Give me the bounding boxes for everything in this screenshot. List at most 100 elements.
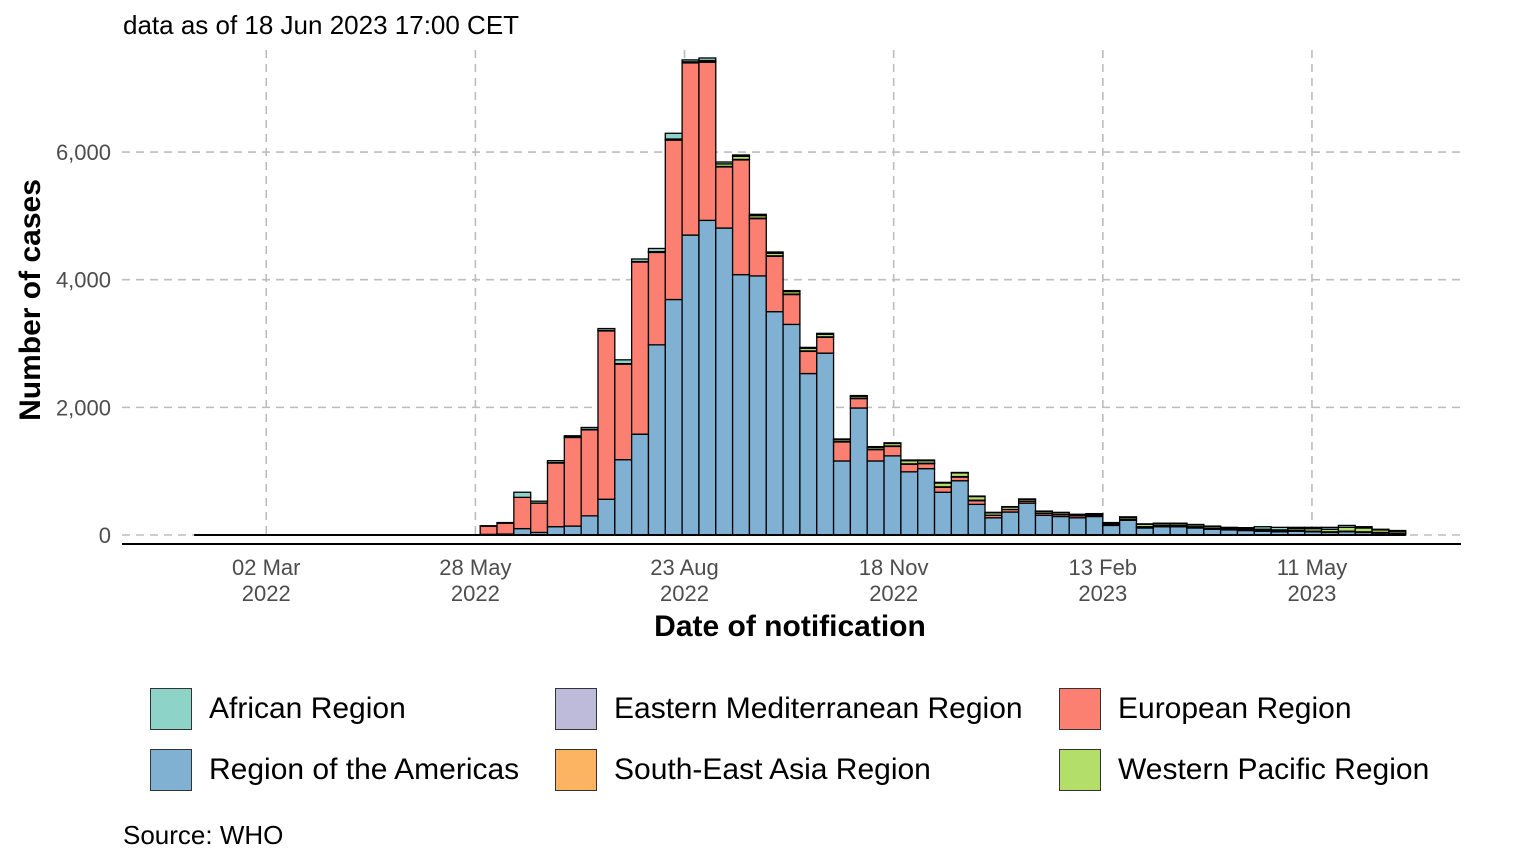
x-tick-label: 02 Mar <box>232 555 300 580</box>
bar-americas <box>933 491 953 536</box>
bar-americas <box>563 525 582 536</box>
bar-african <box>1320 526 1340 530</box>
bar-americas <box>849 407 868 536</box>
bar-americas <box>782 323 801 536</box>
bar-americas <box>1169 526 1188 536</box>
bar-european <box>630 261 650 435</box>
x-tick-year: 2023 <box>1287 581 1336 606</box>
bar-european <box>580 429 599 517</box>
bar-african <box>563 435 582 438</box>
x-tick-label: 13 Feb <box>1069 555 1138 580</box>
x-axis-label: Date of notification <box>654 610 926 643</box>
bar-african <box>1203 525 1222 528</box>
bar-european <box>479 525 498 536</box>
bar-americas <box>698 219 717 536</box>
bar-americas <box>1118 519 1138 536</box>
chart-subtitle: data as of 18 Jun 2023 17:00 CET <box>123 10 520 40</box>
bar-european <box>731 159 751 276</box>
bar-european <box>883 445 902 457</box>
bar-african <box>883 442 902 445</box>
legend-swatch <box>1059 688 1101 730</box>
bar-americas <box>765 310 784 536</box>
bars <box>479 57 1407 536</box>
bar-americas <box>917 467 936 536</box>
legend-swatch <box>150 688 192 730</box>
bar-european <box>496 522 515 535</box>
bar-african <box>530 500 549 504</box>
bar-americas <box>681 234 700 536</box>
legend-label: European Region <box>1118 692 1352 725</box>
bar-americas <box>866 460 885 536</box>
bar-african <box>1034 510 1053 513</box>
bar-european <box>563 436 582 527</box>
bar-african <box>765 251 784 254</box>
bar-americas <box>883 455 902 536</box>
bar-african <box>950 471 969 474</box>
bar-americas <box>984 517 1003 536</box>
bar-african <box>1253 526 1272 530</box>
bar-americas <box>1001 511 1020 536</box>
bar-european <box>799 350 818 375</box>
bar-americas <box>748 275 767 536</box>
bar-european <box>647 251 666 346</box>
bar-african <box>1085 512 1104 515</box>
bar-african <box>1051 511 1070 514</box>
y-tick-label: 2,000 <box>56 395 111 420</box>
bar-european <box>715 166 734 229</box>
bar-african <box>647 247 666 253</box>
bar-african <box>698 57 717 62</box>
bar-european <box>765 255 784 313</box>
bar-african <box>849 394 868 397</box>
bar-americas <box>1034 514 1053 536</box>
bar-americas <box>1085 515 1104 536</box>
y-tick-label: 0 <box>99 523 111 548</box>
y-tick-label: 4,000 <box>56 268 111 293</box>
bar-african <box>1186 523 1205 526</box>
bar-european <box>614 363 633 461</box>
bar-americas <box>664 298 683 536</box>
bar-americas <box>630 433 650 536</box>
bar-americas <box>967 503 986 536</box>
bar-african <box>546 460 565 464</box>
x-tick-year: 2022 <box>660 581 709 606</box>
bar-african <box>900 459 919 462</box>
bar-african <box>630 258 650 263</box>
bar-african <box>1219 526 1239 529</box>
bar-african <box>832 438 852 441</box>
bar-americas <box>832 460 852 536</box>
bar-americas <box>580 515 599 536</box>
bar-african <box>1118 516 1138 518</box>
bar-european <box>866 448 885 462</box>
bar-african <box>513 491 532 498</box>
legend-label: Region of the Americas <box>209 753 520 786</box>
bar-african <box>967 495 986 498</box>
bar-african <box>1236 527 1255 529</box>
bar-americas <box>1068 517 1087 536</box>
bar-african <box>917 459 936 462</box>
bar-african <box>1152 522 1171 525</box>
bar-african <box>597 327 616 332</box>
bar-african <box>816 332 835 335</box>
legend-item-european: European Region <box>1059 686 1352 732</box>
bar-americas <box>597 498 616 536</box>
legend-swatch <box>1059 749 1101 791</box>
legend-swatch <box>555 688 597 730</box>
bar-americas <box>1051 515 1070 536</box>
bar-african <box>984 511 1003 514</box>
bar-european <box>782 293 801 326</box>
bar-african <box>614 359 633 365</box>
bar-european <box>832 441 852 462</box>
bar-african <box>1354 526 1373 529</box>
bar-americas <box>715 227 734 536</box>
bar-african <box>1169 522 1188 525</box>
legend-label: South-East Asia Region <box>614 753 931 786</box>
bar-african <box>1270 526 1289 531</box>
x-tick-year: 2023 <box>1078 581 1127 606</box>
bar-americas <box>816 352 835 536</box>
legend-item-western-pacific: Western Pacific Region <box>1059 747 1429 793</box>
legend-label: Western Pacific Region <box>1118 753 1430 786</box>
bar-americas <box>799 372 818 536</box>
legend-item-african: African Region <box>150 686 406 732</box>
